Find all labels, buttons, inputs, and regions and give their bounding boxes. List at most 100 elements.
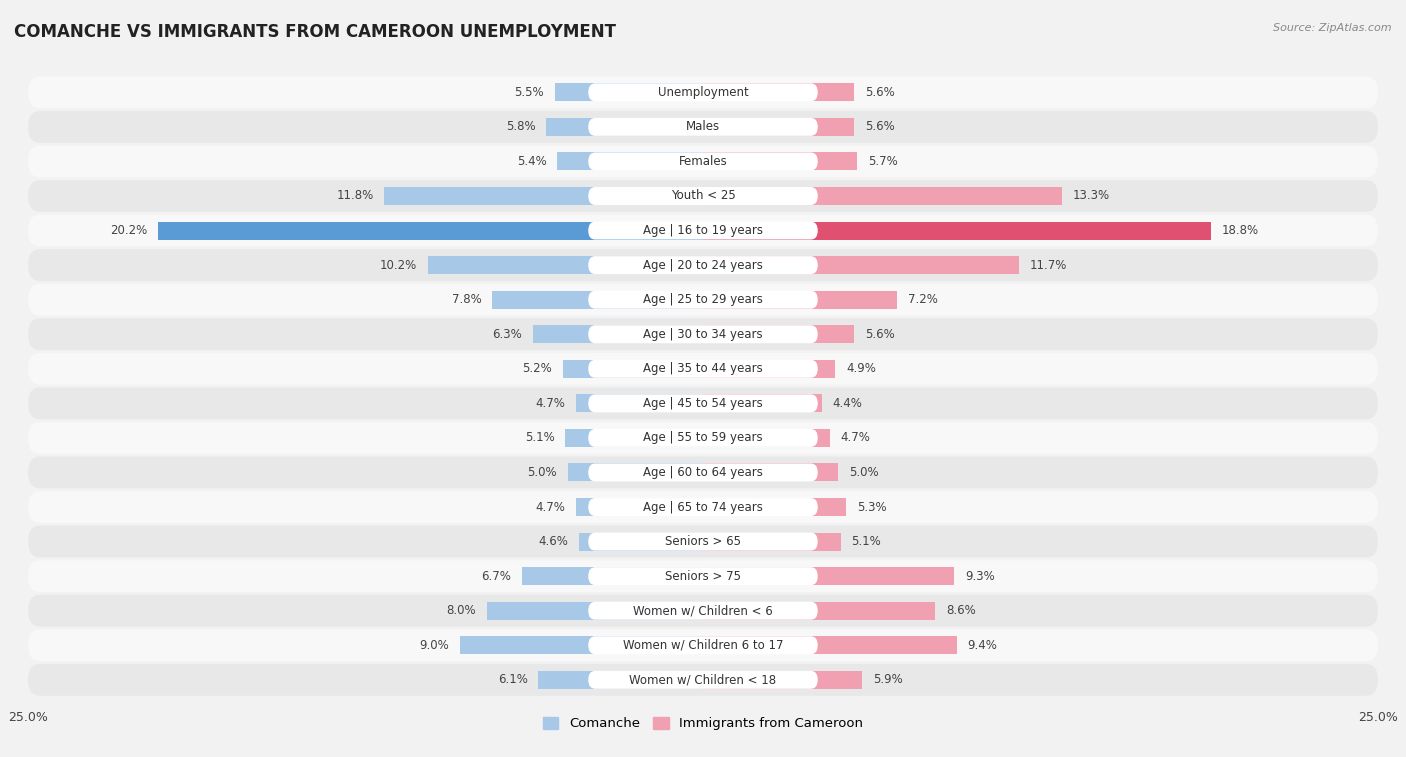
Text: 4.9%: 4.9% [846,363,876,375]
Text: 5.8%: 5.8% [506,120,536,133]
Bar [565,429,703,447]
Text: 20.2%: 20.2% [110,224,146,237]
FancyBboxPatch shape [588,533,818,550]
FancyBboxPatch shape [28,560,1378,592]
Text: 8.0%: 8.0% [447,604,477,617]
Bar [554,83,703,101]
Text: Unemployment: Unemployment [658,86,748,99]
Bar [703,118,855,136]
Bar [547,118,703,136]
Bar [703,602,935,620]
Bar [703,326,855,343]
FancyBboxPatch shape [28,180,1378,212]
Text: Seniors > 65: Seniors > 65 [665,535,741,548]
Bar [460,637,703,654]
Text: Source: ZipAtlas.com: Source: ZipAtlas.com [1274,23,1392,33]
Text: 5.6%: 5.6% [865,86,894,99]
Text: 10.2%: 10.2% [380,259,416,272]
Bar [703,463,838,481]
Text: 5.1%: 5.1% [524,431,554,444]
FancyBboxPatch shape [588,83,818,101]
FancyBboxPatch shape [588,463,818,481]
FancyBboxPatch shape [28,422,1378,453]
Bar [579,533,703,550]
Text: Age | 45 to 54 years: Age | 45 to 54 years [643,397,763,410]
Bar [538,671,703,689]
Text: 5.2%: 5.2% [522,363,551,375]
Text: Women w/ Children 6 to 17: Women w/ Children 6 to 17 [623,639,783,652]
FancyBboxPatch shape [588,498,818,516]
Text: 5.6%: 5.6% [865,328,894,341]
Bar [576,498,703,516]
Text: 5.1%: 5.1% [852,535,882,548]
Text: Males: Males [686,120,720,133]
FancyBboxPatch shape [28,249,1378,281]
Bar [522,567,703,585]
Text: 11.7%: 11.7% [1029,259,1067,272]
Bar [703,256,1019,274]
Text: 4.7%: 4.7% [536,397,565,410]
Bar [557,152,703,170]
Text: Age | 60 to 64 years: Age | 60 to 64 years [643,466,763,479]
FancyBboxPatch shape [28,145,1378,177]
FancyBboxPatch shape [28,76,1378,108]
Text: 7.8%: 7.8% [451,293,482,306]
Text: 4.4%: 4.4% [832,397,862,410]
FancyBboxPatch shape [588,360,818,378]
Bar [703,671,862,689]
FancyBboxPatch shape [588,291,818,309]
Bar [568,463,703,481]
Text: COMANCHE VS IMMIGRANTS FROM CAMEROON UNEMPLOYMENT: COMANCHE VS IMMIGRANTS FROM CAMEROON UNE… [14,23,616,41]
Bar [703,394,821,413]
FancyBboxPatch shape [588,152,818,170]
FancyBboxPatch shape [28,525,1378,557]
Text: 5.3%: 5.3% [856,500,887,513]
FancyBboxPatch shape [588,637,818,654]
Text: 5.0%: 5.0% [849,466,879,479]
FancyBboxPatch shape [28,456,1378,488]
Text: 18.8%: 18.8% [1222,224,1258,237]
Text: 7.2%: 7.2% [908,293,938,306]
FancyBboxPatch shape [28,353,1378,385]
FancyBboxPatch shape [588,671,818,689]
Bar [427,256,703,274]
Text: Age | 20 to 24 years: Age | 20 to 24 years [643,259,763,272]
Bar [703,152,856,170]
FancyBboxPatch shape [588,118,818,136]
Bar [703,637,956,654]
Bar [703,498,846,516]
Text: 6.3%: 6.3% [492,328,522,341]
Text: 4.7%: 4.7% [841,431,870,444]
Text: Women w/ Children < 6: Women w/ Children < 6 [633,604,773,617]
Text: Age | 16 to 19 years: Age | 16 to 19 years [643,224,763,237]
FancyBboxPatch shape [28,284,1378,316]
Text: Seniors > 75: Seniors > 75 [665,570,741,583]
Text: 5.4%: 5.4% [516,155,547,168]
Bar [703,291,897,309]
Text: 9.4%: 9.4% [967,639,997,652]
FancyBboxPatch shape [588,256,818,274]
Text: Youth < 25: Youth < 25 [671,189,735,202]
Text: 9.0%: 9.0% [419,639,450,652]
Bar [486,602,703,620]
Text: Age | 30 to 34 years: Age | 30 to 34 years [643,328,763,341]
Text: Age | 35 to 44 years: Age | 35 to 44 years [643,363,763,375]
Text: 9.3%: 9.3% [965,570,994,583]
Bar [157,222,703,239]
FancyBboxPatch shape [28,111,1378,143]
Text: 5.9%: 5.9% [873,673,903,687]
FancyBboxPatch shape [28,629,1378,661]
Bar [703,222,1211,239]
Bar [703,567,955,585]
Text: 5.7%: 5.7% [868,155,897,168]
Text: Females: Females [679,155,727,168]
FancyBboxPatch shape [28,215,1378,247]
Text: 4.7%: 4.7% [536,500,565,513]
FancyBboxPatch shape [28,319,1378,350]
FancyBboxPatch shape [28,388,1378,419]
Bar [562,360,703,378]
FancyBboxPatch shape [588,326,818,343]
FancyBboxPatch shape [588,187,818,205]
Text: Age | 65 to 74 years: Age | 65 to 74 years [643,500,763,513]
Text: 13.3%: 13.3% [1073,189,1109,202]
